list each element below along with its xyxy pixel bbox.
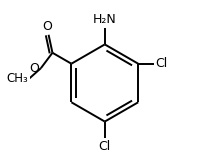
Text: O: O (30, 62, 40, 75)
Text: H₂N: H₂N (93, 13, 117, 26)
Text: Cl: Cl (155, 57, 167, 70)
Text: O: O (42, 20, 52, 33)
Text: Cl: Cl (99, 140, 111, 153)
Text: CH₃: CH₃ (6, 72, 28, 85)
